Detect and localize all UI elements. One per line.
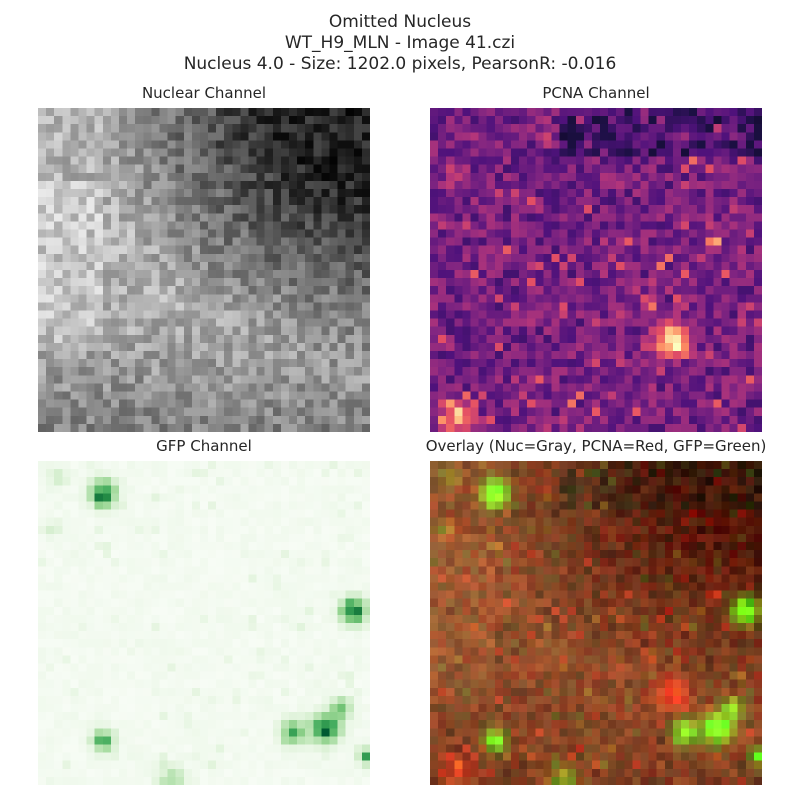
gfp-channel-panel: GFP Channel xyxy=(38,437,370,785)
nuclear-channel-title: Nuclear Channel xyxy=(141,84,267,102)
overlay-panel: Overlay (Nuc=Gray, PCNA=Red, GFP=Green) xyxy=(426,437,766,785)
pcna-channel-panel: PCNA Channel xyxy=(430,84,762,432)
gfp-channel-title: GFP Channel xyxy=(156,437,252,455)
nuclear-channel-panel: Nuclear Channel xyxy=(38,84,370,432)
figure-title: Omitted Nucleus WT_H9_MLN - Image 41.czi… xyxy=(0,12,800,75)
figure-title-line-3: Nucleus 4.0 - Size: 1202.0 pixels, Pears… xyxy=(183,54,617,74)
figure-title-line-2: WT_H9_MLN - Image 41.czi xyxy=(284,33,516,53)
overlay-image xyxy=(430,461,762,785)
overlay-title: Overlay (Nuc=Gray, PCNA=Red, GFP=Green) xyxy=(425,437,767,455)
pcna-channel-title: PCNA Channel xyxy=(542,84,650,102)
nuclear-channel-image xyxy=(38,108,370,432)
pcna-channel-image xyxy=(430,108,762,432)
figure-title-line-1: Omitted Nucleus xyxy=(328,12,472,32)
gfp-channel-image xyxy=(38,461,370,785)
